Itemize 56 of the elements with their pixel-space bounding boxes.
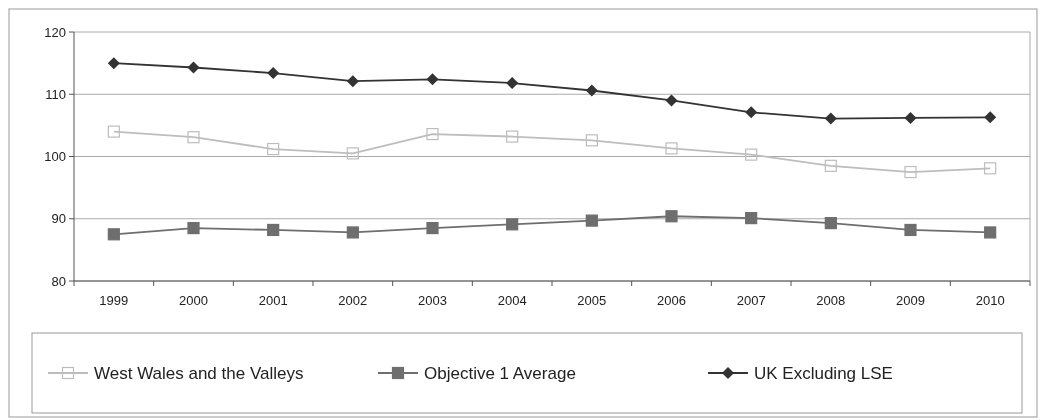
point	[107, 57, 120, 70]
point	[267, 142, 280, 156]
point	[665, 142, 678, 155]
point	[506, 218, 519, 231]
x-tick-label: 2008	[816, 293, 846, 308]
point	[107, 228, 120, 241]
point	[346, 147, 359, 160]
x-tick-label: 2003	[418, 293, 447, 308]
point	[984, 226, 997, 239]
point	[824, 217, 837, 230]
legend-label: Objective 1 Average	[424, 363, 576, 383]
x-tick-label: 2006	[657, 293, 686, 308]
point	[824, 159, 837, 172]
point	[984, 111, 997, 124]
y-tick-label: 120	[44, 24, 66, 40]
point	[426, 73, 439, 86]
point	[904, 165, 917, 179]
x-tick-label: 2000	[179, 293, 208, 308]
point	[984, 162, 997, 175]
point	[904, 111, 917, 124]
x-tick-label: 1999	[99, 293, 129, 308]
point	[107, 125, 120, 138]
x-tick-label: 2004	[497, 293, 527, 308]
legend-label: West Wales and the Valleys	[94, 363, 304, 383]
point	[346, 226, 359, 239]
x-tick-label: 2002	[338, 293, 368, 308]
y-tick-label: 110	[45, 86, 66, 102]
point	[585, 134, 598, 147]
point	[426, 127, 439, 141]
y-tick-label: 80	[51, 273, 66, 289]
point	[665, 94, 678, 107]
point	[267, 223, 280, 237]
point	[745, 106, 758, 119]
x-tick-label: 2005	[577, 293, 607, 308]
y-tick-label: 90	[51, 211, 66, 227]
point	[267, 67, 280, 80]
point	[745, 212, 758, 225]
x-tick-label: 2010	[975, 293, 1005, 308]
point	[426, 221, 439, 235]
point	[904, 223, 917, 237]
point	[585, 84, 598, 97]
point	[187, 61, 200, 74]
point	[506, 130, 519, 143]
x-tick-label: 2009	[896, 293, 925, 308]
point	[506, 77, 519, 90]
point	[346, 75, 359, 88]
point	[824, 112, 837, 125]
x-tick-label: 2001	[258, 293, 288, 308]
point	[187, 221, 200, 235]
y-tick-label: 100	[44, 149, 66, 165]
point	[187, 131, 200, 144]
point	[665, 210, 678, 223]
legend-label: UK Excluding LSE	[754, 363, 893, 383]
x-tick-label: 2007	[736, 293, 766, 308]
point	[745, 148, 758, 161]
point	[585, 214, 598, 227]
